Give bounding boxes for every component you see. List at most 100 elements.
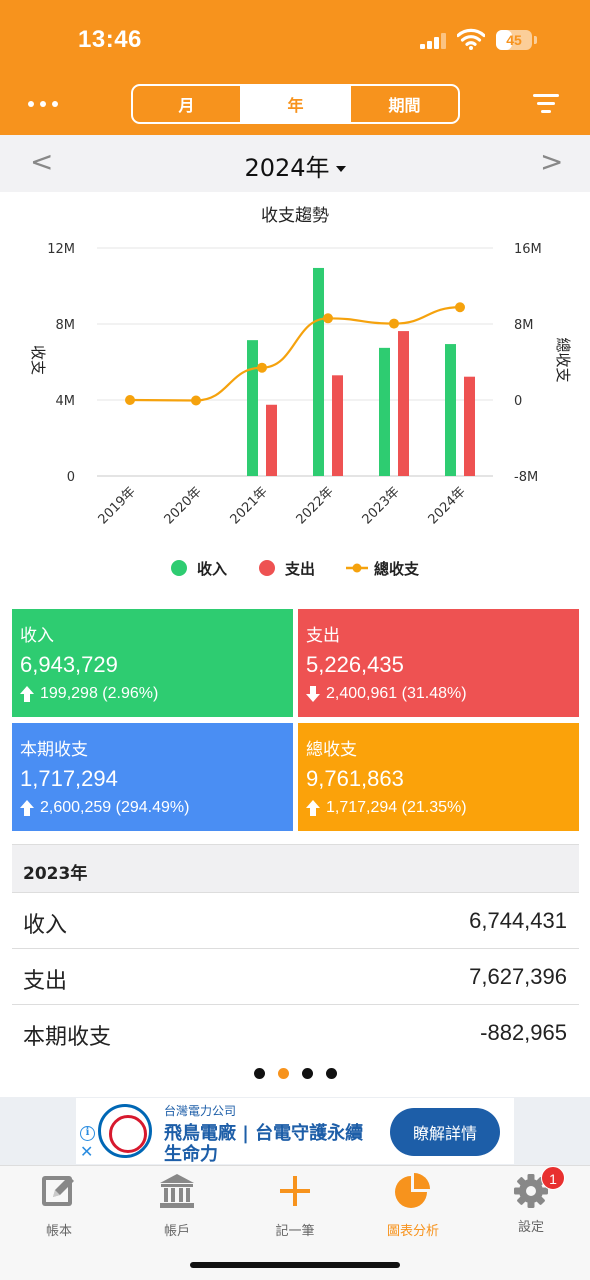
- filter-button[interactable]: [533, 94, 559, 114]
- chart-line: [125, 302, 465, 406]
- chart-title: 收支趨勢: [261, 206, 329, 226]
- bottom-tab-bar: 帳本 帳戶 記一筆 圖表分析: [0, 1165, 590, 1280]
- card-title: 本期收支: [20, 740, 88, 760]
- home-indicator: [190, 1262, 400, 1268]
- bar-income: [445, 344, 456, 476]
- card-change: 199,298 (2.96%): [20, 685, 293, 703]
- ad-close-icon[interactable]: ✕: [80, 1142, 94, 1161]
- year-title: 2024年: [244, 154, 330, 182]
- tab-ledger[interactable]: 帳本: [0, 1172, 118, 1239]
- page-indicator[interactable]: [0, 1068, 590, 1079]
- ad-info-icon[interactable]: i: [80, 1126, 95, 1141]
- year-selector[interactable]: 2024年: [0, 148, 590, 183]
- page-dot[interactable]: [277, 1068, 289, 1079]
- wifi-icon: [457, 28, 485, 50]
- legend-label: 收入: [197, 560, 227, 578]
- total-balance-card[interactable]: 總收支 9,761,863 1,717,294 (21.35%): [298, 723, 579, 831]
- row-value: 6,744,431: [469, 908, 567, 933]
- bar-income: [247, 340, 258, 476]
- line-point: [257, 362, 267, 373]
- chart-y-axis-label: 收支: [29, 345, 47, 375]
- dot-icon: [52, 101, 58, 107]
- battery-tip: [534, 36, 537, 44]
- line-point: [323, 313, 333, 324]
- legend-swatch-dot: [352, 563, 362, 573]
- chart-y2-axis-label: 總收支: [554, 337, 572, 382]
- tab-period[interactable]: 期間: [349, 86, 458, 122]
- row-label: 收入: [23, 913, 68, 938]
- tab-label: 圖表分析: [386, 1224, 439, 1239]
- y2-tick-label: -8M: [514, 470, 538, 485]
- edit-icon: [42, 1176, 74, 1206]
- x-tick-label: 2020年: [162, 484, 205, 527]
- ad-banner[interactable]: i ✕ 台灣電力公司 飛鳥電廠 | 台電守護永續 生命力 瞭解詳情: [76, 1098, 514, 1165]
- chart-legend: 收入 支出 總收支: [171, 560, 420, 578]
- card-title: 支出: [306, 626, 340, 646]
- app-header: 13:46 45 月 年 期間: [0, 0, 590, 135]
- card-change-value: 2,600,259 (294.49%): [40, 799, 190, 816]
- y-tick-label: 0: [67, 470, 75, 485]
- bar-expense: [464, 376, 475, 476]
- gear-icon: [514, 1174, 548, 1208]
- tab-add-record[interactable]: 記一筆: [236, 1172, 354, 1239]
- tab-label: 帳戶: [163, 1224, 190, 1239]
- period-balance-card[interactable]: 本期收支 1,717,294 2,600,259 (294.49%): [12, 723, 293, 831]
- ad-headline: 飛鳥電廠 | 台電守護永續: [164, 1123, 364, 1144]
- pie-chart-icon: [395, 1173, 430, 1208]
- tab-settings[interactable]: 1 設定: [472, 1166, 590, 1235]
- bank-icon: [160, 1174, 194, 1208]
- card-change: 2,400,961 (31.48%): [306, 685, 579, 703]
- tab-label: 記一筆: [275, 1224, 315, 1239]
- card-value: 9,761,863: [306, 766, 404, 791]
- x-tick-label: 2022年: [294, 484, 337, 527]
- line-point: [125, 395, 135, 405]
- legend-label: 支出: [284, 560, 315, 578]
- y-tick-label: 4M: [56, 394, 76, 409]
- tab-label: 設定: [517, 1220, 544, 1235]
- card-change-value: 1,717,294 (21.35%): [326, 799, 467, 816]
- tab-month[interactable]: 月: [178, 96, 195, 115]
- y2-tick-label: 16M: [514, 242, 542, 257]
- caret-down-icon: [335, 166, 346, 172]
- income-card[interactable]: 收入 6,943,729 199,298 (2.96%): [12, 609, 293, 717]
- table-row[interactable]: 支出 7,627,396: [12, 949, 579, 1005]
- table-row[interactable]: 收入 6,744,431: [12, 893, 579, 949]
- y-tick-label: 12M: [47, 242, 75, 257]
- trend-chart: 收支趨勢 0 4M 8M 12M -8M 0 8M 16M 收支 總收支 2019年 2020…: [29, 206, 572, 578]
- filter-icon-bar: [537, 102, 555, 105]
- previous-year-button[interactable]: <: [30, 145, 54, 178]
- chart-x-axis: 2019年 2020年 2021年 2022年 2023年 2024年: [96, 484, 469, 527]
- x-tick-label: 2019年: [96, 484, 139, 527]
- card-value: 5,226,435: [306, 652, 404, 677]
- card-change-value: 199,298 (2.96%): [40, 685, 159, 702]
- x-tick-label: 2024年: [426, 484, 469, 527]
- y2-tick-label: 0: [514, 394, 522, 409]
- cellular-signal-icon: [420, 33, 448, 49]
- ad-cta-button[interactable]: 瞭解詳情: [390, 1108, 500, 1156]
- more-options-button[interactable]: [28, 92, 58, 116]
- status-time: 13:46: [78, 26, 142, 53]
- tab-accounts[interactable]: 帳戶: [118, 1172, 236, 1239]
- dot-icon: [28, 101, 34, 107]
- chart-y-axis-right: -8M 0 8M 16M: [514, 242, 542, 485]
- row-value: 7,627,396: [469, 964, 567, 989]
- expense-card[interactable]: 支出 5,226,435 2,400,961 (31.48%): [298, 609, 579, 717]
- line-point: [389, 318, 399, 329]
- ad-headline-2: 生命力: [164, 1144, 218, 1165]
- table-row[interactable]: 本期收支 -882,965: [12, 1005, 579, 1061]
- notification-badge: 1: [541, 1166, 565, 1190]
- total-balance-line: [129, 306, 461, 402]
- next-year-button[interactable]: >: [540, 145, 564, 178]
- bar-income: [313, 267, 324, 476]
- period-segmented-control: 月 年 期間: [131, 84, 460, 124]
- dot-icon: [40, 101, 46, 107]
- card-value: 6,943,729: [20, 652, 118, 677]
- row-label: 本期收支: [23, 1025, 112, 1050]
- tab-year[interactable]: 年: [240, 86, 349, 122]
- page-dot[interactable]: [301, 1068, 313, 1079]
- bar-income: [379, 347, 390, 476]
- page-dot[interactable]: [325, 1068, 337, 1079]
- page-dot[interactable]: [253, 1068, 265, 1079]
- bar-expense: [266, 404, 277, 476]
- tab-chart-analysis[interactable]: 圖表分析: [354, 1172, 472, 1239]
